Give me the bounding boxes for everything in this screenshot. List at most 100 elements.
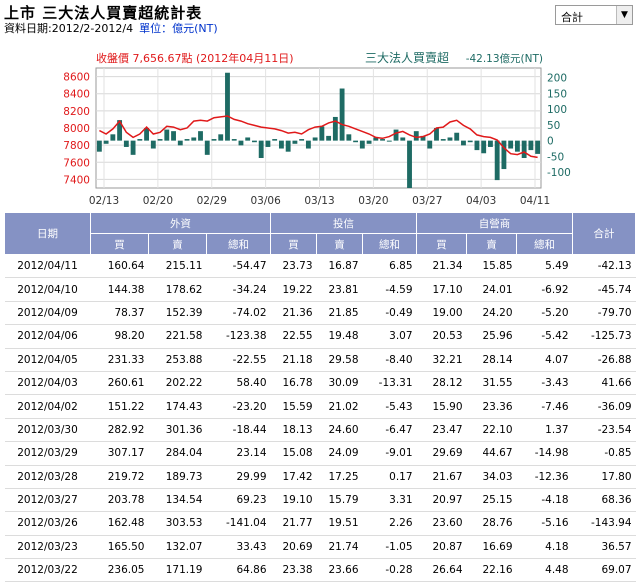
value-cell: 253.88 (148, 348, 207, 372)
value-cell: 69.23 (206, 488, 271, 513)
table-row: 2012/03/26 162.48 303.53 -141.04 21.77 19.51 2… (4, 511, 636, 536)
value-cell: -36.09 (572, 394, 636, 419)
net-buy-bar (359, 140, 365, 149)
value-cell: 2.26 (362, 511, 417, 536)
value-cell: -34.24 (206, 277, 271, 302)
net-buy-bar (305, 140, 311, 149)
y-right-tick-label: 100 (547, 104, 567, 116)
value-cell: 17.80 (572, 465, 636, 489)
net-buy-bar (488, 140, 493, 147)
value-cell: -23.54 (572, 418, 636, 443)
date-cell: 2012/04/11 (4, 254, 91, 279)
net-buy-bar (245, 137, 251, 141)
value-cell: 202.22 (148, 371, 207, 396)
value-cell: -5.20 (516, 301, 573, 326)
net-buy-bar (252, 140, 257, 143)
value-cell: -4.18 (516, 488, 573, 513)
net-buy-bar (157, 139, 163, 141)
value-cell: 64.86 (206, 558, 271, 582)
col-dealer: 自營商 (416, 212, 574, 234)
net-buy-bar (366, 140, 372, 144)
net-buy-bar (285, 140, 291, 152)
x-tick-label: 03/06 (250, 195, 281, 207)
net-buy-bar (346, 134, 352, 141)
net-buy-bar (312, 137, 318, 141)
value-cell: -123.38 (206, 324, 271, 349)
y-right-tick-label: 150 (547, 88, 567, 100)
value-cell: 160.64 (90, 254, 149, 279)
value-cell: 31.55 (466, 371, 517, 396)
value-cell: 20.87 (416, 535, 467, 560)
value-cell: -26.88 (572, 348, 636, 372)
value-cell: -18.44 (206, 418, 271, 443)
value-cell: -42.13 (572, 254, 636, 279)
value-cell: -5.43 (362, 394, 417, 419)
value-cell: 189.73 (148, 465, 207, 489)
y-left-tick-label: 7800 (63, 140, 90, 152)
value-cell: 23.36 (466, 394, 517, 419)
value-cell: 19.10 (270, 488, 317, 513)
net-buy-bar (501, 140, 507, 170)
net-buy-bar (218, 134, 224, 141)
y-right-tick-label: -100 (547, 167, 571, 179)
sub-header-net: 總和 (362, 233, 418, 255)
col-total: 合計 (572, 212, 637, 255)
net-buy-bar (326, 135, 332, 141)
sub-header-sell: 賣 (316, 233, 364, 255)
net-buy-bar (211, 139, 217, 141)
summary-select[interactable]: 合計 ▼ (555, 5, 633, 25)
table-row: 2012/04/03 260.61 202.22 58.40 16.78 30.09 -13… (4, 371, 636, 396)
date-cell: 2012/03/30 (4, 418, 91, 443)
value-cell: -141.04 (206, 511, 271, 536)
date-cell: 2012/04/02 (4, 394, 91, 419)
col-foreign: 外資 (89, 212, 272, 234)
date-range: 資料日期:2012/2-2012/4 (4, 22, 134, 35)
value-cell: 6.85 (362, 254, 417, 279)
net-buy-bar (474, 140, 480, 151)
value-cell: 68.36 (572, 488, 636, 513)
net-buy-bar (96, 140, 102, 152)
value-cell: -13.31 (362, 371, 417, 396)
value-cell: 28.12 (416, 371, 467, 396)
net-buy-bar (420, 135, 426, 141)
chevron-down-icon[interactable]: ▼ (616, 6, 632, 24)
y-right-tick-label: 50 (547, 120, 560, 132)
net-buy-bar (137, 139, 143, 141)
net-buy-bar (265, 140, 271, 147)
value-cell: 21.02 (316, 394, 363, 419)
net-buy-bar (117, 120, 123, 141)
value-cell: 20.53 (416, 324, 467, 349)
net-buy-bar (144, 128, 149, 141)
date-cell: 2012/03/27 (4, 488, 91, 513)
value-cell: 15.90 (416, 394, 467, 419)
value-cell: -5.16 (516, 511, 573, 536)
summary-select-value: 合計 (561, 11, 583, 24)
x-tick-label: 03/13 (304, 195, 334, 207)
value-cell: 17.25 (316, 465, 363, 489)
table-row: 2012/04/09 78.37 152.39 -74.02 21.36 21.85 -0.… (4, 301, 636, 326)
date-cell: 2012/03/26 (4, 511, 91, 536)
net-buy-bar (373, 137, 379, 141)
value-cell: 17.42 (270, 465, 317, 489)
value-cell: 144.38 (90, 277, 149, 302)
net-buy-bar (278, 140, 284, 149)
value-cell: 151.22 (90, 394, 149, 419)
table-row: 2012/03/22 236.05 171.19 64.86 23.38 23.66 -0.… (4, 558, 636, 582)
value-cell: 19.00 (416, 301, 467, 326)
value-cell: -3.43 (516, 371, 573, 396)
y-left-tick-label: 8200 (63, 106, 90, 118)
value-cell: 24.09 (316, 441, 363, 466)
net-buy-bar (521, 140, 527, 158)
value-cell: 20.69 (270, 535, 317, 560)
value-cell: 15.85 (466, 254, 517, 279)
value-cell: 78.37 (90, 301, 149, 326)
close-price-line (99, 115, 538, 159)
net-buy-title-value: -42.13億元(NT) (466, 52, 543, 65)
value-cell: 4.48 (516, 558, 573, 582)
net-buy-bar (191, 137, 197, 141)
table-row: 2012/04/10 144.38 178.62 -34.24 19.22 23.81 -4… (4, 277, 636, 302)
value-cell: 236.05 (90, 558, 149, 582)
col-date: 日期 (4, 212, 91, 255)
net-buy-bar (204, 140, 210, 155)
table-group-header-row: 日期 外資 投信 自營商 合計 (4, 212, 637, 255)
